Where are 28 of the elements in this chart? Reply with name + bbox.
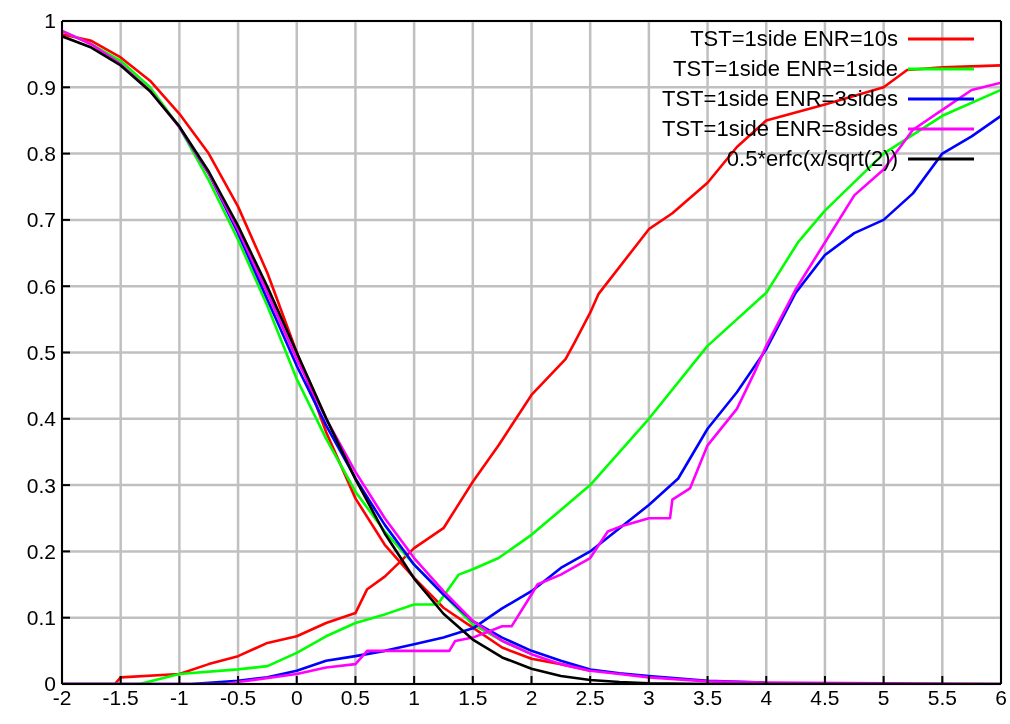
y-tick-label: 0.4: [26, 407, 57, 431]
y-tick-label: 0.9: [26, 75, 56, 99]
x-tick-label: 0.5: [340, 685, 371, 709]
y-tick-label: 0.2: [26, 539, 56, 563]
y-tick-label: 0.5: [26, 340, 56, 364]
x-tick-label: 5.5: [927, 685, 957, 709]
y-tick-label: 0.3: [26, 473, 56, 497]
y-tick-label: 0.8: [26, 142, 56, 166]
x-tick-label: 2.5: [575, 685, 605, 709]
y-tick-label: 1: [44, 9, 56, 33]
x-tick-label: 5: [877, 685, 890, 709]
x-tick-label: 1.5: [458, 685, 488, 709]
x-tick-label: 6: [995, 685, 1007, 709]
legend-label: TST=1side ENR=10s: [690, 26, 898, 52]
x-tick-label: -1.5: [102, 685, 139, 709]
y-tick-label: 0.6: [26, 274, 56, 298]
x-tick-label: 3: [643, 685, 655, 709]
x-tick-label: 2: [525, 685, 538, 709]
x-tick-label: 3.5: [692, 685, 723, 709]
x-tick-label: -1: [170, 685, 189, 709]
x-tick-label: -0.5: [219, 685, 257, 709]
x-tick-label: 0: [290, 685, 303, 709]
x-tick-label: 1: [408, 685, 420, 709]
x-tick-label: 4.5: [810, 685, 840, 709]
y-tick-label: 0.7: [26, 208, 56, 232]
x-tick-label: 4: [760, 685, 773, 709]
legend-label: TST=1side ENR=1side: [673, 56, 898, 82]
y-tick-label: 0.1: [26, 606, 56, 630]
